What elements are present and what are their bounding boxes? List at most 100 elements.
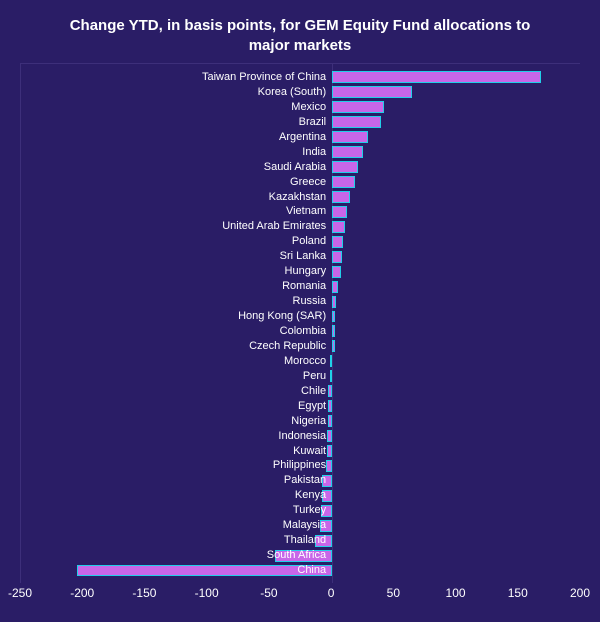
bar-rect bbox=[332, 116, 381, 128]
bar-row: Colombia bbox=[21, 324, 580, 339]
bar-label: Russia bbox=[293, 294, 327, 309]
bar-row: Saudi Arabia bbox=[21, 160, 580, 175]
bar-rect bbox=[332, 236, 343, 248]
bar-rect bbox=[327, 430, 332, 442]
bar-label: Kazakhstan bbox=[269, 190, 326, 205]
bar-row: India bbox=[21, 145, 580, 160]
bar-row: Nigeria bbox=[21, 414, 580, 429]
bar-label: Nigeria bbox=[291, 414, 326, 429]
bar-row: United Arab Emirates bbox=[21, 219, 580, 234]
bar-label: Poland bbox=[292, 234, 326, 249]
bar-row: Thailand bbox=[21, 533, 580, 548]
chart-container: Change YTD, in basis points, for GEM Equ… bbox=[0, 0, 600, 622]
bar-label: Korea (South) bbox=[258, 85, 326, 100]
x-tick: 150 bbox=[508, 586, 528, 600]
bar-row: Peru bbox=[21, 369, 580, 384]
bar-row: Kazakhstan bbox=[21, 190, 580, 205]
bar-row: Greece bbox=[21, 175, 580, 190]
bar-row: Hong Kong (SAR) bbox=[21, 309, 580, 324]
bar-row: Chile bbox=[21, 384, 580, 399]
bar-row: Pakistan bbox=[21, 473, 580, 488]
bar-label: Kenya bbox=[295, 488, 326, 503]
bar-rect bbox=[332, 71, 541, 83]
bar-row: Czech Republic bbox=[21, 339, 580, 354]
bar-rect bbox=[332, 221, 344, 233]
bar-label: United Arab Emirates bbox=[222, 219, 326, 234]
bar-row: Malaysia bbox=[21, 518, 580, 533]
bar-label: Vietnam bbox=[286, 204, 326, 219]
bar-label: China bbox=[297, 563, 326, 578]
bar-rect bbox=[332, 131, 368, 143]
bar-rect bbox=[330, 370, 332, 382]
bar-row: Hungary bbox=[21, 264, 580, 279]
x-tick: 0 bbox=[328, 586, 335, 600]
x-tick: 50 bbox=[387, 586, 400, 600]
bar-row: Poland bbox=[21, 234, 580, 249]
chart-title: Change YTD, in basis points, for GEM Equ… bbox=[20, 16, 580, 63]
bar-rect bbox=[327, 445, 332, 457]
bar-row: Argentina bbox=[21, 130, 580, 145]
x-tick: -150 bbox=[132, 586, 156, 600]
bar-label: Czech Republic bbox=[249, 339, 326, 354]
bar-label: Taiwan Province of China bbox=[202, 70, 326, 85]
bar-label: Sri Lanka bbox=[280, 249, 326, 264]
bar-rect bbox=[332, 325, 334, 337]
bar-rect bbox=[77, 565, 332, 577]
bar-row: Sri Lanka bbox=[21, 249, 580, 264]
bar-rect bbox=[332, 146, 363, 158]
bar-label: Greece bbox=[290, 175, 326, 190]
bar-label: Romania bbox=[282, 279, 326, 294]
x-tick: -200 bbox=[70, 586, 94, 600]
bar-row: Taiwan Province of China bbox=[21, 70, 580, 85]
bar-label: Chile bbox=[301, 384, 326, 399]
bar-label: Saudi Arabia bbox=[264, 160, 326, 175]
bar-label: Egypt bbox=[298, 399, 326, 414]
bar-rect bbox=[332, 296, 336, 308]
bar-label: Argentina bbox=[279, 130, 326, 145]
bar-label: Thailand bbox=[284, 533, 326, 548]
bar-label: Brazil bbox=[299, 115, 327, 130]
x-tick: 100 bbox=[446, 586, 466, 600]
bar-rect bbox=[332, 191, 349, 203]
bar-row: Turkey bbox=[21, 503, 580, 518]
bar-row: China bbox=[21, 563, 580, 578]
bar-row: Philippines bbox=[21, 458, 580, 473]
bar-rect bbox=[332, 176, 354, 188]
bar-label: Turkey bbox=[293, 503, 326, 518]
bar-row: Mexico bbox=[21, 100, 580, 115]
bar-label: India bbox=[302, 145, 326, 160]
bar-row: Morocco bbox=[21, 354, 580, 369]
x-tick: -50 bbox=[260, 586, 277, 600]
bar-label: Pakistan bbox=[284, 473, 326, 488]
bar-label: Mexico bbox=[291, 100, 326, 115]
bar-label: Hong Kong (SAR) bbox=[238, 309, 326, 324]
bar-row: Egypt bbox=[21, 399, 580, 414]
bar-row: Indonesia bbox=[21, 429, 580, 444]
bar-label: South Africa bbox=[267, 548, 326, 563]
x-axis: -250-200-150-100-50050100150200 bbox=[20, 586, 580, 610]
bar-rect bbox=[328, 400, 332, 412]
bars-region: Taiwan Province of ChinaKorea (South)Mex… bbox=[21, 70, 580, 577]
plot-area: Taiwan Province of ChinaKorea (South)Mex… bbox=[20, 63, 580, 583]
bar-label: Morocco bbox=[284, 354, 326, 369]
bar-row: Kenya bbox=[21, 488, 580, 503]
bar-label: Colombia bbox=[280, 324, 326, 339]
bar-rect bbox=[332, 161, 358, 173]
bar-rect bbox=[332, 281, 338, 293]
bar-rect bbox=[326, 460, 332, 472]
bar-rect bbox=[332, 251, 342, 263]
x-tick: 200 bbox=[570, 586, 590, 600]
bar-rect bbox=[332, 340, 334, 352]
bar-label: Hungary bbox=[285, 264, 327, 279]
bar-label: Peru bbox=[303, 369, 326, 384]
bar-rect bbox=[332, 311, 334, 323]
bar-row: Brazil bbox=[21, 115, 580, 130]
bar-rect bbox=[328, 385, 332, 397]
bar-rect bbox=[332, 101, 384, 113]
bar-row: Korea (South) bbox=[21, 85, 580, 100]
bar-rect bbox=[332, 86, 412, 98]
bar-row: Kuwait bbox=[21, 444, 580, 459]
x-tick: -250 bbox=[8, 586, 32, 600]
bar-label: Kuwait bbox=[293, 444, 326, 459]
bar-row: Russia bbox=[21, 294, 580, 309]
